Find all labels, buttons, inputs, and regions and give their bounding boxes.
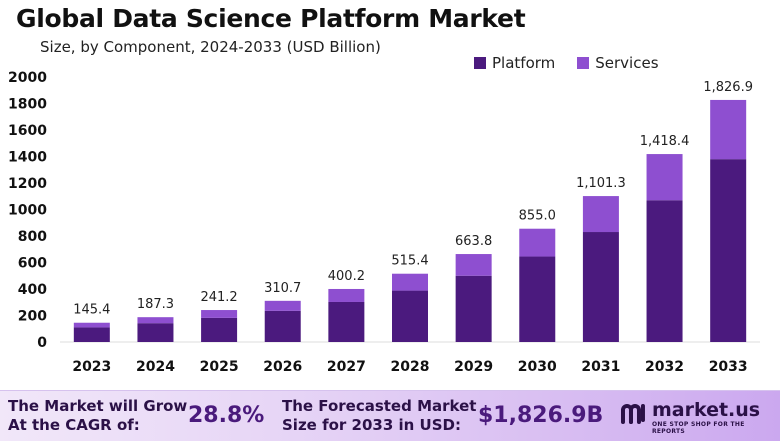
data-label-total: 187.3: [137, 297, 174, 312]
y-tick-label: 400: [18, 282, 47, 298]
bar-services: [201, 310, 238, 318]
legend-swatch-services: [577, 57, 590, 69]
bar-services: [582, 196, 619, 233]
brand-tagline: ONE STOP SHOP FOR THE REPORTS: [651, 421, 745, 435]
data-label-total: 855.0: [519, 209, 556, 224]
x-tick-label: 2033: [709, 359, 748, 375]
bar-services: [519, 228, 556, 257]
data-label-total: 515.4: [391, 254, 428, 269]
legend-swatch-platform: [474, 57, 486, 69]
data-label-total: 663.8: [455, 234, 492, 249]
x-tick-label: 2027: [327, 359, 366, 375]
bar-platform: [392, 290, 428, 342]
bar-platform: [646, 200, 683, 342]
data-label-total: 241.2: [200, 290, 237, 305]
chart-subtitle: Size, by Component, 2024-2033 (USD Billi…: [40, 38, 381, 56]
y-tick-label: 2000: [8, 70, 47, 86]
bar-platform: [710, 159, 747, 342]
y-tick-label: 0: [37, 335, 47, 351]
bar-platform: [137, 323, 174, 342]
y-tick-label: 800: [18, 229, 47, 245]
x-tick-label: 2024: [136, 359, 175, 375]
data-label-total: 310.7: [264, 281, 301, 296]
x-tick-label: 2031: [581, 359, 620, 375]
data-label-total: 1,101.3: [576, 176, 626, 191]
cagr-label: The Market will Grow At the CAGR of:: [8, 397, 187, 435]
market-us-logo-icon: [620, 404, 645, 424]
data-label-total: 1,826.9: [703, 80, 753, 95]
forecast-label-line2: Size for 2033 in USD:: [282, 416, 461, 434]
forecast-label: The Forecasted Market Size for 2033 in U…: [282, 397, 476, 435]
legend-label-platform: Platform: [492, 54, 556, 72]
bar-services: [392, 273, 428, 291]
forecast-value: $1,826.9B: [478, 403, 604, 428]
forecast-label-line1: The Forecasted Market: [282, 397, 477, 415]
x-tick-label: 2025: [200, 359, 239, 375]
chart-plot: 0 200 400 600 800 1000 1200 1400 1600 1800 2000 145…: [8, 70, 760, 375]
bar-platform: [201, 317, 238, 342]
data-label-total: 145.4: [73, 303, 110, 318]
y-tick-label: 1400: [8, 150, 47, 166]
bar-services: [264, 300, 301, 311]
legend-item-platform: Platform: [474, 54, 555, 72]
x-tick-label: 2026: [263, 359, 302, 375]
bar-platform: [264, 310, 301, 342]
cagr-label-line2: At the CAGR of:: [8, 416, 140, 434]
legend: Platform Services: [474, 54, 681, 72]
x-tick-label: 2023: [72, 359, 111, 375]
cagr-value: 28.8%: [188, 403, 265, 428]
bar-platform: [455, 275, 492, 342]
bar-services: [710, 99, 747, 160]
brand-name: market.us: [651, 399, 761, 421]
x-tick-label: 2032: [645, 359, 684, 375]
x-tick-label: 2030: [518, 359, 557, 375]
bar-services: [328, 288, 365, 302]
legend-item-services: Services: [577, 54, 659, 72]
bar-platform: [328, 301, 365, 342]
bar-platform: [582, 232, 619, 342]
bar-platform: [519, 256, 556, 342]
bar-platform: [73, 327, 110, 342]
y-tick-label: 1600: [8, 123, 47, 139]
y-tick-label: 600: [18, 256, 47, 272]
y-tick-label: 1800: [8, 97, 47, 113]
brand: market.us ONE STOP SHOP FOR THE REPORTS: [620, 400, 780, 435]
bar-services: [137, 317, 174, 324]
x-tick-label: 2029: [454, 359, 493, 375]
y-tick-label: 1200: [8, 176, 47, 192]
y-tick-label: 200: [18, 309, 47, 325]
bar-services: [73, 322, 110, 328]
bar-services: [646, 154, 683, 201]
footer-banner: The Market will Grow At the CAGR of: 28.…: [0, 390, 780, 441]
bar-services: [455, 254, 492, 276]
cagr-label-line1: The Market will Grow: [8, 397, 188, 415]
data-label-total: 400.2: [328, 269, 365, 284]
x-tick-label: 2028: [391, 359, 430, 375]
y-tick-label: 1000: [8, 203, 47, 219]
chart-title: Global Data Science Platform Market: [16, 4, 526, 33]
data-label-total: 1,418.4: [640, 134, 690, 149]
legend-label-services: Services: [595, 54, 659, 72]
